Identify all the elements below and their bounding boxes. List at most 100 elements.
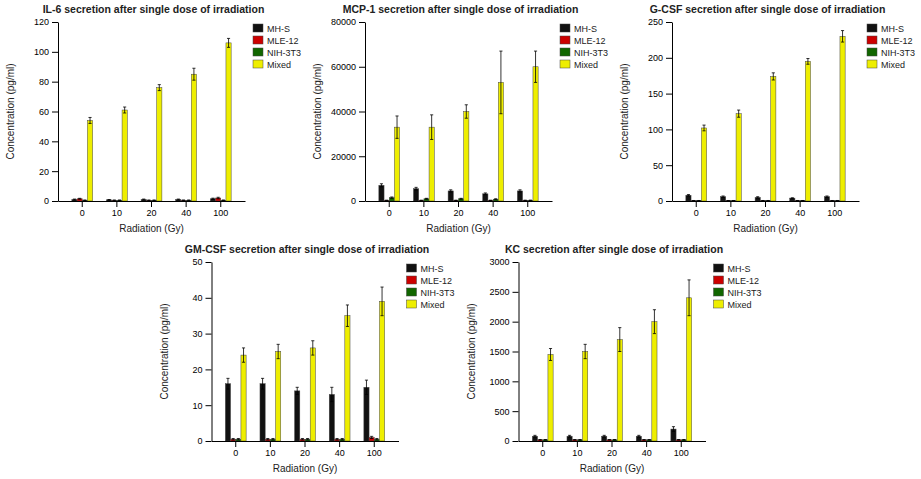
legend-swatch (714, 276, 724, 284)
error-bar (415, 187, 418, 190)
error-bar (375, 438, 378, 439)
error-bar (153, 199, 156, 201)
bar (122, 110, 127, 201)
y-tick-label: 1000 (489, 377, 509, 387)
legend-swatch (867, 36, 877, 44)
error-bar (118, 199, 121, 201)
bar (538, 440, 543, 441)
bar (795, 200, 800, 201)
error-bar (296, 387, 299, 394)
y-tick-mark (52, 171, 58, 172)
y-tick-label: 60000 (331, 62, 356, 72)
bar (824, 197, 829, 201)
error-bar (425, 198, 428, 200)
bar (453, 200, 458, 201)
y-tick: 50 (192, 257, 211, 267)
legend-item: MLE-12 (867, 36, 913, 46)
bar (340, 439, 345, 441)
error-bar (123, 107, 126, 113)
x-tick-label: 40 (181, 208, 191, 218)
bar (652, 322, 657, 441)
error-bar (796, 200, 799, 201)
y-tick-mark (666, 129, 672, 130)
y-tick: 120 (34, 17, 58, 27)
y-tick: 1000 (489, 377, 518, 387)
legend-swatch (867, 24, 877, 32)
x-tick-label: 0 (233, 448, 238, 458)
bar (225, 384, 230, 441)
error-bar (341, 438, 344, 439)
bar (731, 200, 736, 201)
x-tick-label: 40 (335, 448, 345, 458)
error-bar (83, 199, 86, 201)
bar (295, 391, 300, 441)
x-tick-label: 10 (112, 208, 122, 218)
bar (374, 439, 379, 441)
bar-series (82, 200, 226, 201)
legend-swatch (714, 300, 724, 308)
bar-series (231, 436, 375, 441)
error-bar (365, 380, 368, 394)
y-tick: 40 (39, 137, 58, 147)
bar (221, 200, 226, 201)
error-bar (801, 200, 804, 201)
bar (617, 340, 622, 441)
y-tick: 80000 (331, 17, 365, 27)
x-tick-label: 10 (265, 448, 275, 458)
y-axis-line (672, 23, 673, 202)
error-bar (613, 439, 616, 441)
error-bar (177, 199, 180, 201)
legend-item: MH-S (407, 264, 444, 274)
error-bar (147, 199, 150, 201)
bar (379, 185, 384, 201)
bar (691, 200, 696, 201)
legend-label: MLE-12 (267, 36, 299, 46)
x-tick-label: 0 (80, 208, 85, 218)
error-bar (430, 115, 433, 140)
error-bar (692, 200, 695, 201)
error-bar (841, 31, 844, 42)
legend-label: MH-S (267, 24, 290, 34)
y-tick-label: 0 (504, 436, 509, 446)
bar (77, 199, 82, 201)
bar (389, 198, 394, 201)
legend-label: Mixed (728, 300, 752, 310)
x-tick-label: 0 (387, 208, 392, 218)
legend: MH-SMLE-12NIH-3T3Mixed (560, 24, 608, 70)
legend-swatch (560, 24, 570, 32)
y-axis-title: Concentration (pg/ml) (466, 303, 477, 399)
x-tick-label: 40 (488, 208, 498, 218)
bar (523, 200, 528, 201)
bar (260, 384, 265, 441)
y-tick: 50 (653, 161, 672, 171)
y-axis-line (212, 263, 213, 442)
error-bar (603, 435, 606, 437)
legend-label: MH-S (881, 24, 904, 34)
x-tick-mark (374, 441, 375, 447)
x-tick: 40 (642, 441, 652, 458)
x-tick-mark (800, 201, 801, 207)
x-tick-mark (235, 441, 236, 447)
legend-item: MH-S (714, 264, 751, 274)
bar (636, 436, 641, 441)
y-tick-label: 2500 (489, 287, 509, 297)
x-tick: 0 (540, 441, 545, 458)
error-bar (825, 196, 828, 197)
y-tick: 0 (504, 436, 518, 446)
error-bar (672, 427, 675, 432)
error-bar (831, 200, 834, 201)
error-bar (697, 200, 700, 201)
x-tick: 0 (694, 201, 699, 218)
bar (216, 198, 221, 201)
x-tick-label: 100 (827, 208, 842, 218)
bar-series (236, 438, 380, 441)
bar (270, 439, 275, 441)
error-bar (518, 190, 521, 192)
y-tick-mark (206, 441, 212, 442)
y-tick: 40 (192, 293, 211, 303)
y-tick: 2000 (489, 317, 518, 327)
bar (265, 439, 270, 441)
x-tick: 0 (80, 201, 85, 218)
y-tick-label: 150 (648, 89, 663, 99)
y-tick-mark (206, 334, 212, 335)
